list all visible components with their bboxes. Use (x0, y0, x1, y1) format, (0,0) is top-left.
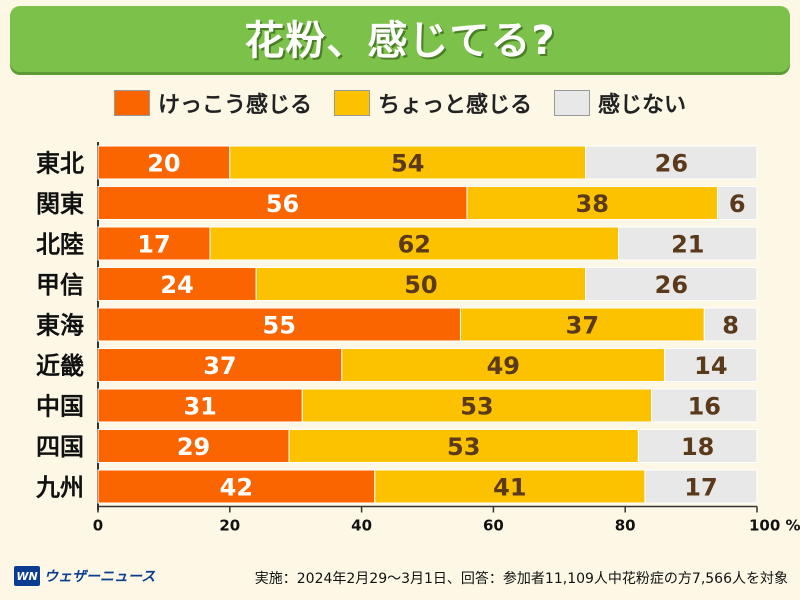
x-tick-label-2: 40 (351, 517, 372, 535)
value-label-none-3: 26 (655, 271, 688, 299)
value-label-slight-4: 37 (566, 312, 599, 340)
bar-slight-4 (459, 307, 705, 342)
x-tick-label-3: 60 (483, 517, 504, 535)
survey-note: 実施：2024年2月29〜3月1日、回答：参加者11,109人中花粉症の方7,5… (254, 571, 788, 587)
value-label-strong-0: 20 (147, 150, 180, 178)
x-tick-label-0: 0 (93, 517, 103, 535)
value-label-strong-3: 24 (160, 271, 193, 299)
value-label-none-8: 17 (684, 474, 717, 502)
value-label-strong-2: 17 (137, 231, 170, 259)
value-label-strong-7: 29 (177, 433, 210, 461)
x-tick-label-1: 20 (219, 517, 240, 535)
value-label-strong-4: 55 (263, 312, 296, 340)
value-label-strong-1: 56 (266, 190, 299, 218)
value-label-slight-8: 41 (493, 474, 526, 502)
value-label-none-5: 14 (694, 352, 727, 380)
weathernews-logo: WN ウェザーニュース (14, 566, 155, 586)
value-label-slight-0: 54 (391, 150, 424, 178)
x-tick-label-4: 80 (615, 517, 636, 535)
legend-item-slight: ちょっと感じる (333, 87, 532, 119)
bar-strong-8 (97, 469, 376, 504)
value-label-slight-5: 49 (487, 352, 520, 380)
x-tick-label-5: 100 % (749, 517, 800, 535)
value-label-none-2: 21 (671, 231, 704, 259)
bar-none-5 (664, 348, 758, 382)
category-label-3: 甲信 (36, 271, 84, 299)
value-label-none-0: 26 (655, 150, 688, 178)
category-label-6: 中国 (36, 393, 84, 421)
bar-strong-4 (97, 307, 461, 342)
bar-strong-2 (97, 226, 211, 261)
category-label-4: 東海 (36, 312, 84, 340)
legend-swatch-strong (113, 90, 150, 116)
legend-swatch-none (554, 90, 590, 116)
category-label-1: 関東 (36, 190, 84, 218)
bar-slight-7 (288, 429, 639, 463)
bar-slight-1 (466, 186, 718, 220)
bar-strong-5 (97, 348, 343, 382)
logo-text: ウェザーニュース (44, 569, 156, 585)
bar-none-8 (644, 469, 758, 504)
value-label-strong-8: 42 (220, 474, 253, 502)
legend-label-none: 感じない (598, 93, 687, 118)
value-label-none-7: 18 (681, 433, 714, 461)
value-label-strong-5: 37 (203, 352, 236, 380)
logo-badge: WN (14, 566, 40, 586)
bar-slight-8 (374, 469, 646, 504)
category-label-0: 東北 (36, 150, 84, 178)
bar-none-0 (585, 145, 758, 180)
bar-slight-2 (209, 226, 620, 261)
category-label-7: 四国 (36, 433, 84, 461)
legend-label-slight: ちょっと感じる (377, 93, 532, 118)
legend-label-strong: けっこう感じる (157, 93, 312, 118)
legend-item-strong: けっこう感じる (113, 87, 312, 119)
category-label-5: 近畿 (36, 352, 84, 380)
bar-slight-6 (301, 388, 653, 423)
title-band (10, 6, 790, 72)
legend: けっこう感じる ちょっと感じる 感じない (0, 87, 800, 119)
value-label-none-4: 8 (722, 312, 739, 340)
bar-strong-6 (97, 388, 303, 423)
bar-none-4 (703, 307, 758, 342)
chart-title: 花粉、感じてる? (244, 18, 556, 64)
bar-none-3 (585, 267, 758, 301)
bar-strong-1 (97, 186, 468, 220)
value-label-slight-3: 50 (404, 271, 437, 299)
value-label-none-1: 6 (729, 190, 746, 218)
value-label-none-6: 16 (688, 393, 721, 421)
value-label-slight-1: 38 (576, 190, 609, 218)
bar-none-6 (651, 388, 758, 423)
value-label-slight-6: 53 (460, 393, 493, 421)
value-label-slight-7: 53 (447, 433, 480, 461)
category-label-2: 北陸 (36, 231, 84, 259)
bar-none-1 (716, 186, 758, 220)
bar-none-2 (618, 226, 758, 261)
bar-strong-7 (97, 429, 290, 463)
legend-swatch-slight (333, 90, 370, 116)
bar-none-7 (637, 429, 758, 463)
value-label-slight-2: 62 (398, 231, 431, 259)
value-label-strong-6: 31 (183, 393, 216, 421)
category-label-8: 九州 (35, 474, 84, 502)
legend-item-none: 感じない (554, 87, 686, 119)
